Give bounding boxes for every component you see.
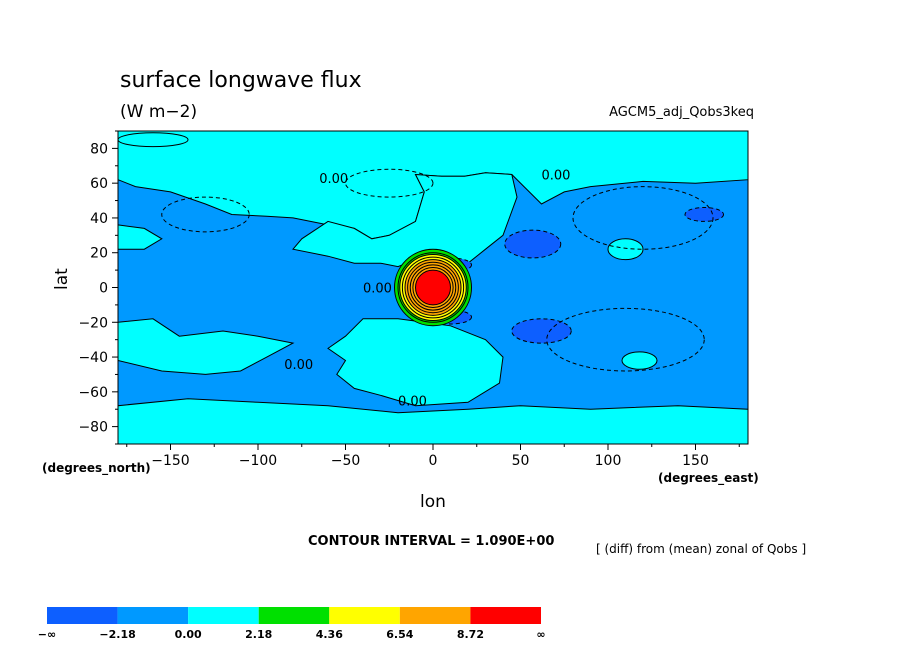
region-south-pacific	[117, 318, 295, 375]
colorbar-bin	[399, 607, 471, 624]
y-unit-label: (degrees_north)	[42, 461, 151, 475]
region-south-central	[327, 318, 504, 407]
contour-dashed	[161, 196, 250, 233]
x-tick-label: 50	[512, 453, 530, 469]
contour-dashed	[345, 168, 434, 198]
contour-dashed	[546, 307, 705, 372]
colorbar-label: −2.18	[99, 628, 135, 641]
x-tick-label: 100	[595, 453, 622, 469]
contour-label: 0.00	[284, 358, 313, 373]
dataset-label: AGCM5_adj_Qobs3keq	[609, 105, 754, 120]
colorbar-bin	[258, 607, 330, 624]
contour-dashed	[572, 186, 714, 250]
x-tick-label: −100	[239, 453, 277, 469]
y-tick-label: −40	[78, 350, 108, 366]
y-tick-label: −20	[78, 315, 108, 331]
region-north-tongue	[292, 172, 518, 268]
region-low-far-ne	[684, 207, 724, 222]
colorbar-bin	[329, 607, 400, 624]
y-tick-label: 0	[99, 281, 108, 297]
chart-title: surface longwave flux	[120, 68, 362, 93]
x-tick-label: 0	[429, 453, 438, 469]
colorbar-label: 0.00	[175, 628, 202, 641]
colorbar-label: −∞	[38, 628, 56, 641]
x-axis-label: lon	[420, 492, 446, 512]
y-tick-label: −60	[78, 385, 108, 401]
units-label: (W m−2)	[120, 102, 198, 122]
colorbar-label: 2.18	[245, 628, 272, 641]
colorbar-bin	[117, 607, 189, 624]
y-tick-label: 20	[90, 246, 108, 262]
colorbar-bin	[188, 607, 259, 624]
y-tick-label: 60	[90, 176, 108, 192]
y-tick-label: 80	[90, 141, 108, 157]
contour-center	[412, 267, 454, 308]
contour-label: 0.00	[398, 395, 427, 410]
x-tick-label: 150	[682, 453, 709, 469]
colorbar-bin	[47, 607, 118, 624]
x-tick-label: −50	[331, 453, 361, 469]
region-ne-patch	[607, 238, 644, 261]
y-tick-label: 40	[90, 211, 108, 227]
x-tick-label: −150	[151, 453, 189, 469]
y-axis-label: lat	[52, 268, 72, 290]
diff-note: [ (diff) from (mean) zonal of Qobs ]	[596, 542, 807, 556]
contour-center	[407, 261, 459, 314]
colorbar-label: 8.72	[457, 628, 484, 641]
colorbar-label: ∞	[536, 628, 545, 641]
contour-label: 0.00	[319, 172, 348, 187]
y-tick-label: −80	[78, 420, 108, 436]
colorbar-label: 4.36	[316, 628, 343, 641]
colorbar-label: 6.54	[386, 628, 413, 641]
contour-center	[401, 256, 465, 319]
contour-label: 0.00	[542, 169, 571, 184]
contour-center	[397, 252, 469, 323]
region-se-patch	[621, 351, 658, 370]
colorbar-bin	[470, 607, 541, 624]
contour-label: 0.00	[363, 282, 392, 297]
contour-interval: CONTOUR INTERVAL = 1.090E+00	[308, 534, 555, 549]
region-center-red	[415, 269, 451, 306]
region-low-ne	[504, 229, 562, 259]
x-unit-label: (degrees_east)	[658, 471, 759, 485]
